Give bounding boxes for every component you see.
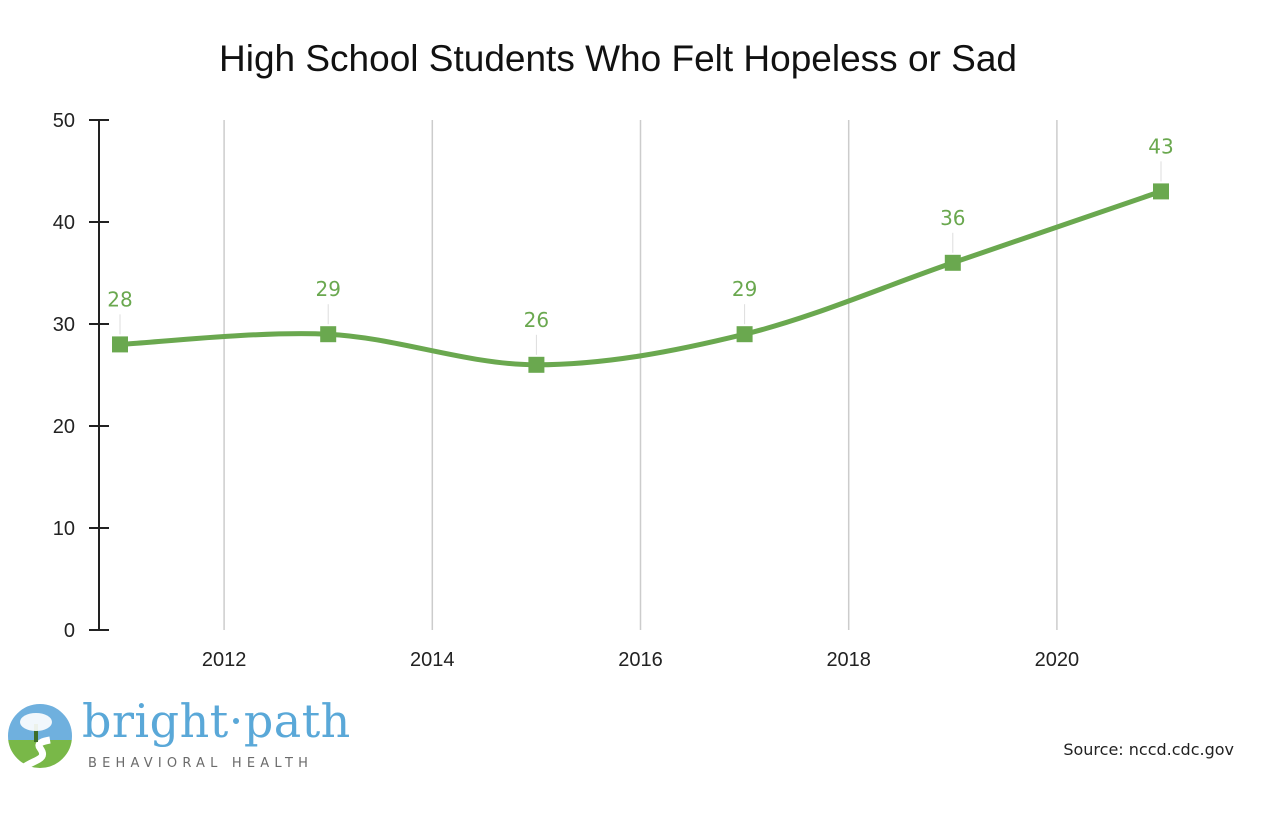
data-point-2013	[320, 326, 337, 343]
axes: 2012 2014 2016 2018 2020 0 10 20 30 40 50	[53, 110, 1079, 671]
source-note: Source: nccd.cdc.gov	[1063, 740, 1234, 759]
data-label-2019: 36	[940, 206, 965, 230]
logo-tagline: BEHAVIORAL HEALTH	[88, 756, 314, 771]
x-tick-label-2020: 2020	[1035, 649, 1080, 671]
data-label-2017: 29	[732, 277, 757, 301]
x-tick-label-2016: 2016	[618, 649, 663, 671]
y-tick-label-30: 30	[53, 314, 75, 336]
data-point-2019	[944, 254, 961, 271]
data-point-2011	[112, 336, 128, 353]
bright-path-logo: bright·path BEHAVIORAL HEALTH	[4, 694, 364, 780]
y-tick-label-10: 10	[53, 518, 75, 540]
series-line	[117, 188, 1164, 368]
data-label-2021: 43	[1148, 134, 1173, 158]
x-tick-label-2014: 2014	[410, 649, 455, 671]
data-labels: 28 29 26 29 36 43	[107, 134, 1174, 355]
data-point-2017	[736, 326, 753, 343]
x-tick-label-2012: 2012	[202, 649, 247, 671]
series-line-group	[117, 188, 1164, 368]
data-label-2011: 28	[107, 287, 132, 311]
grid-lines	[223, 120, 1058, 630]
data-point-2015	[528, 356, 545, 373]
y-tick-label-40: 40	[53, 212, 75, 234]
data-label-2013: 29	[315, 277, 340, 301]
y-tick-label-50: 50	[53, 110, 75, 132]
data-markers	[112, 183, 1169, 373]
data-label-2015: 26	[524, 308, 549, 332]
chart-title: High School Students Who Felt Hopeless o…	[219, 38, 1017, 79]
logo-wordmark: bright·path	[82, 694, 351, 748]
y-tick-label-20: 20	[53, 416, 75, 438]
data-point-2021	[1153, 183, 1169, 200]
x-tick-label-2018: 2018	[826, 649, 871, 671]
y-tick-label-0: 0	[64, 620, 75, 642]
tree-path-logo-icon	[6, 702, 74, 770]
